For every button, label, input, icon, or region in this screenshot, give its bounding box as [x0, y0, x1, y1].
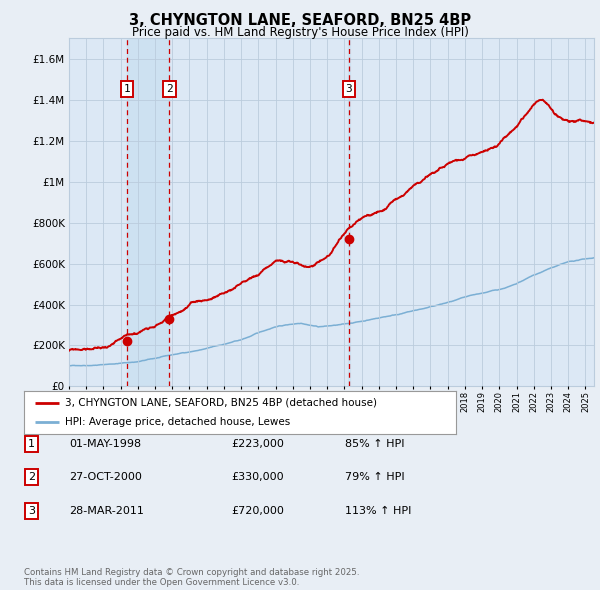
Text: 1: 1	[28, 439, 35, 448]
Text: 3, CHYNGTON LANE, SEAFORD, BN25 4BP (detached house): 3, CHYNGTON LANE, SEAFORD, BN25 4BP (det…	[65, 398, 377, 408]
Text: 2: 2	[28, 473, 35, 482]
Bar	[348, 38, 350, 386]
Text: 79% ↑ HPI: 79% ↑ HPI	[345, 473, 404, 482]
Text: HPI: Average price, detached house, Lewes: HPI: Average price, detached house, Lewe…	[65, 417, 290, 427]
Text: £330,000: £330,000	[231, 473, 284, 482]
Text: 113% ↑ HPI: 113% ↑ HPI	[345, 506, 412, 516]
Bar	[127, 38, 169, 386]
Text: 01-MAY-1998: 01-MAY-1998	[69, 439, 141, 448]
Text: 1: 1	[124, 84, 130, 94]
Text: 3, CHYNGTON LANE, SEAFORD, BN25 4BP: 3, CHYNGTON LANE, SEAFORD, BN25 4BP	[129, 13, 471, 28]
Text: 3: 3	[346, 84, 352, 94]
Text: Price paid vs. HM Land Registry's House Price Index (HPI): Price paid vs. HM Land Registry's House …	[131, 26, 469, 39]
Text: Contains HM Land Registry data © Crown copyright and database right 2025.
This d: Contains HM Land Registry data © Crown c…	[24, 568, 359, 587]
Text: 2: 2	[166, 84, 173, 94]
Text: £720,000: £720,000	[231, 506, 284, 516]
Text: £223,000: £223,000	[231, 439, 284, 448]
Text: 3: 3	[28, 506, 35, 516]
Text: 85% ↑ HPI: 85% ↑ HPI	[345, 439, 404, 448]
Text: 28-MAR-2011: 28-MAR-2011	[69, 506, 144, 516]
Text: 27-OCT-2000: 27-OCT-2000	[69, 473, 142, 482]
